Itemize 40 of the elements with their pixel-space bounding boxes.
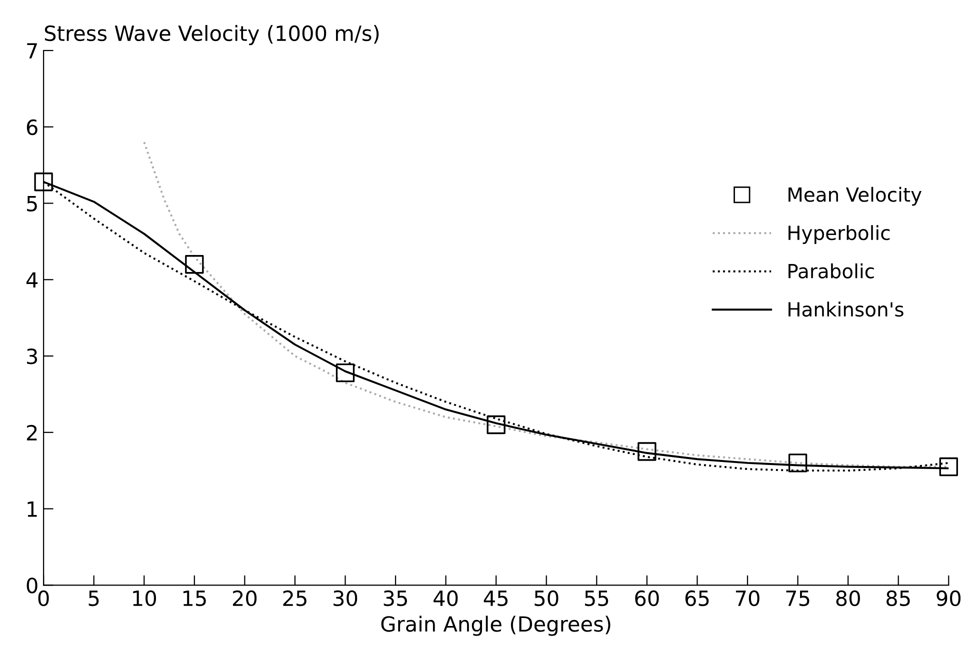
- x-tick-label: 35: [384, 590, 407, 606]
- x-tick-label: 10: [133, 590, 156, 606]
- x-axis-title: Grain Angle (Degrees): [381, 616, 610, 636]
- y-tick-label: 0: [26, 578, 38, 594]
- x-tick-label: 70: [736, 590, 760, 606]
- x-tick-label: 15: [183, 590, 206, 606]
- x-tick-label: 90: [936, 590, 961, 606]
- x-tick-label: 0: [38, 590, 49, 606]
- x-tick-label: 30: [334, 590, 358, 606]
- y-tick-label: 7: [27, 43, 37, 58]
- point: [788, 454, 808, 472]
- x-tick-label: 55: [585, 590, 608, 606]
- x-tick-label: 80: [836, 590, 860, 606]
- y-tick-label: 4: [26, 272, 38, 288]
- point: [638, 442, 656, 461]
- point: [34, 172, 53, 192]
- x-tick-label: 60: [635, 590, 659, 606]
- x-tick-label: 40: [434, 590, 458, 606]
- x-tick-label: 25: [283, 590, 306, 606]
- x-tick-label: 75: [786, 590, 810, 606]
- y-tick-label: 3: [27, 348, 38, 364]
- y-axis-title: Stress Wave Velocity (1000 m/s): [44, 25, 379, 46]
- x-tick-label: 5: [88, 590, 99, 606]
- point: [185, 255, 204, 274]
- x-tick-label: 20: [232, 590, 257, 606]
- legend-label: Hankinson's: [788, 302, 904, 317]
- legend-label: Parabolic: [788, 263, 874, 278]
- y-tick-label: 2: [26, 424, 37, 440]
- y-tick-label: 5: [27, 196, 37, 212]
- x-tick-label: 65: [685, 590, 709, 606]
- point: [336, 363, 355, 382]
- legend-label: Mean Velocity: [788, 186, 922, 206]
- y-tick-label: 6: [26, 119, 38, 136]
- y-tick-label: 1: [28, 502, 37, 517]
- point: [939, 457, 958, 476]
- legend-label: Hyperbolic: [788, 225, 890, 244]
- x-tick-label: 85: [886, 590, 910, 606]
- point: [486, 415, 506, 434]
- x-tick-label: 50: [534, 590, 558, 606]
- x-tick-label: 45: [484, 590, 508, 606]
